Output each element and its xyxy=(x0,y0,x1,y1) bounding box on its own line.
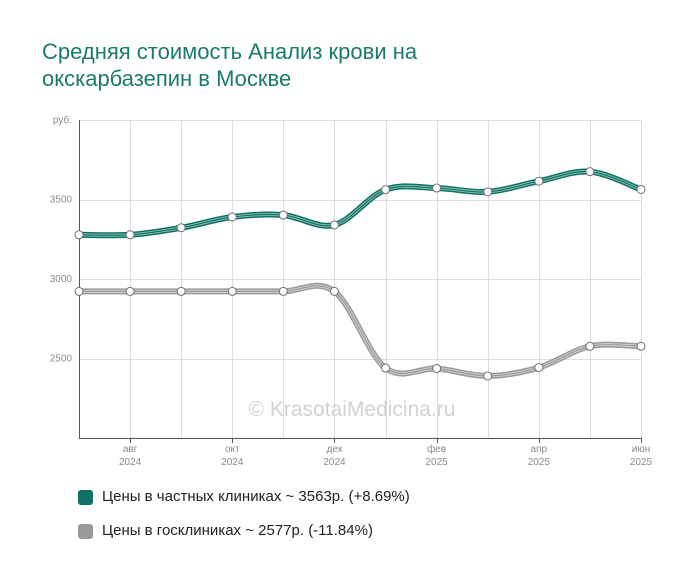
x-tick-label-year: 2025 xyxy=(528,457,551,468)
data-point-public xyxy=(534,363,544,373)
legend-swatch-private xyxy=(78,490,93,505)
data-point-public xyxy=(125,286,135,296)
watermark: © KrasotaiMedicina.ru xyxy=(249,398,456,421)
data-point-public xyxy=(381,363,391,373)
x-tick-label-month: июн xyxy=(632,444,651,455)
data-point-private xyxy=(381,185,391,195)
data-point-private xyxy=(125,230,135,240)
data-point-private xyxy=(329,220,339,230)
x-tick-label-month: авг xyxy=(123,444,138,455)
legend: Цены в частных клиниках ~ 3563р. (+8.69%… xyxy=(78,487,410,555)
axes: руб. 2500 3000 3500 авг 2024 окт 2024 дек 2024 фев… xyxy=(50,114,653,468)
grid xyxy=(79,120,642,438)
series-layer xyxy=(74,167,646,381)
data-point-private xyxy=(585,167,595,177)
x-tick-label-year: 2024 xyxy=(221,457,244,468)
data-point-public xyxy=(432,364,442,374)
data-point-public xyxy=(74,286,84,296)
data-point-private xyxy=(278,210,288,220)
data-point-private xyxy=(227,212,237,222)
x-tick-label-month: дек xyxy=(327,444,343,455)
legend-item-private[interactable]: Цены в частных клиниках ~ 3563р. (+8.69%… xyxy=(78,487,410,507)
data-point-private xyxy=(636,184,646,194)
y-axis-unit-label: руб. xyxy=(53,114,72,126)
data-point-private xyxy=(74,230,84,240)
x-tick-label-year: 2025 xyxy=(426,457,449,468)
data-point-public xyxy=(227,286,237,296)
data-point-private xyxy=(432,183,442,193)
y-tick-label: 3500 xyxy=(50,195,73,206)
y-tick-label: 3000 xyxy=(50,274,73,285)
chart-title-line-1: Средняя стоимость Анализ крови на xyxy=(42,39,418,64)
data-point-private xyxy=(483,187,493,197)
y-tick-label: 2500 xyxy=(50,354,73,365)
series-line-private xyxy=(76,168,644,239)
series-line-core-private xyxy=(78,170,642,236)
series-line-highlight-private xyxy=(78,170,642,237)
data-point-public xyxy=(176,286,186,296)
x-tick-label-month: апр xyxy=(531,444,548,455)
legend-swatch-public xyxy=(78,524,93,539)
x-tick-label-year: 2024 xyxy=(119,457,142,468)
x-tick-label-year: 2024 xyxy=(323,457,346,468)
data-point-private xyxy=(534,176,544,186)
legend-item-public[interactable]: Цены в госклиниках ~ 2577р. (-11.84%) xyxy=(78,521,410,541)
x-tick-label-year: 2025 xyxy=(630,457,653,468)
x-tick-label-month: фев xyxy=(427,443,446,455)
chart-title: Средняя стоимость Анализ крови на окскар… xyxy=(42,38,642,92)
x-tick-label-month: окт xyxy=(225,444,240,455)
data-point-private xyxy=(176,223,186,233)
data-point-public xyxy=(329,286,339,296)
data-point-public xyxy=(636,341,646,351)
data-point-public xyxy=(585,341,595,351)
chart-title-line-2: окскарбазепин в Москве xyxy=(42,66,292,91)
data-point-public xyxy=(278,286,288,296)
legend-label-private: Цены в частных клиниках ~ 3563р. (+8.69%… xyxy=(102,488,410,505)
legend-label-public: Цены в госклиниках ~ 2577р. (-11.84%) xyxy=(102,522,373,539)
data-point-public xyxy=(483,371,493,381)
